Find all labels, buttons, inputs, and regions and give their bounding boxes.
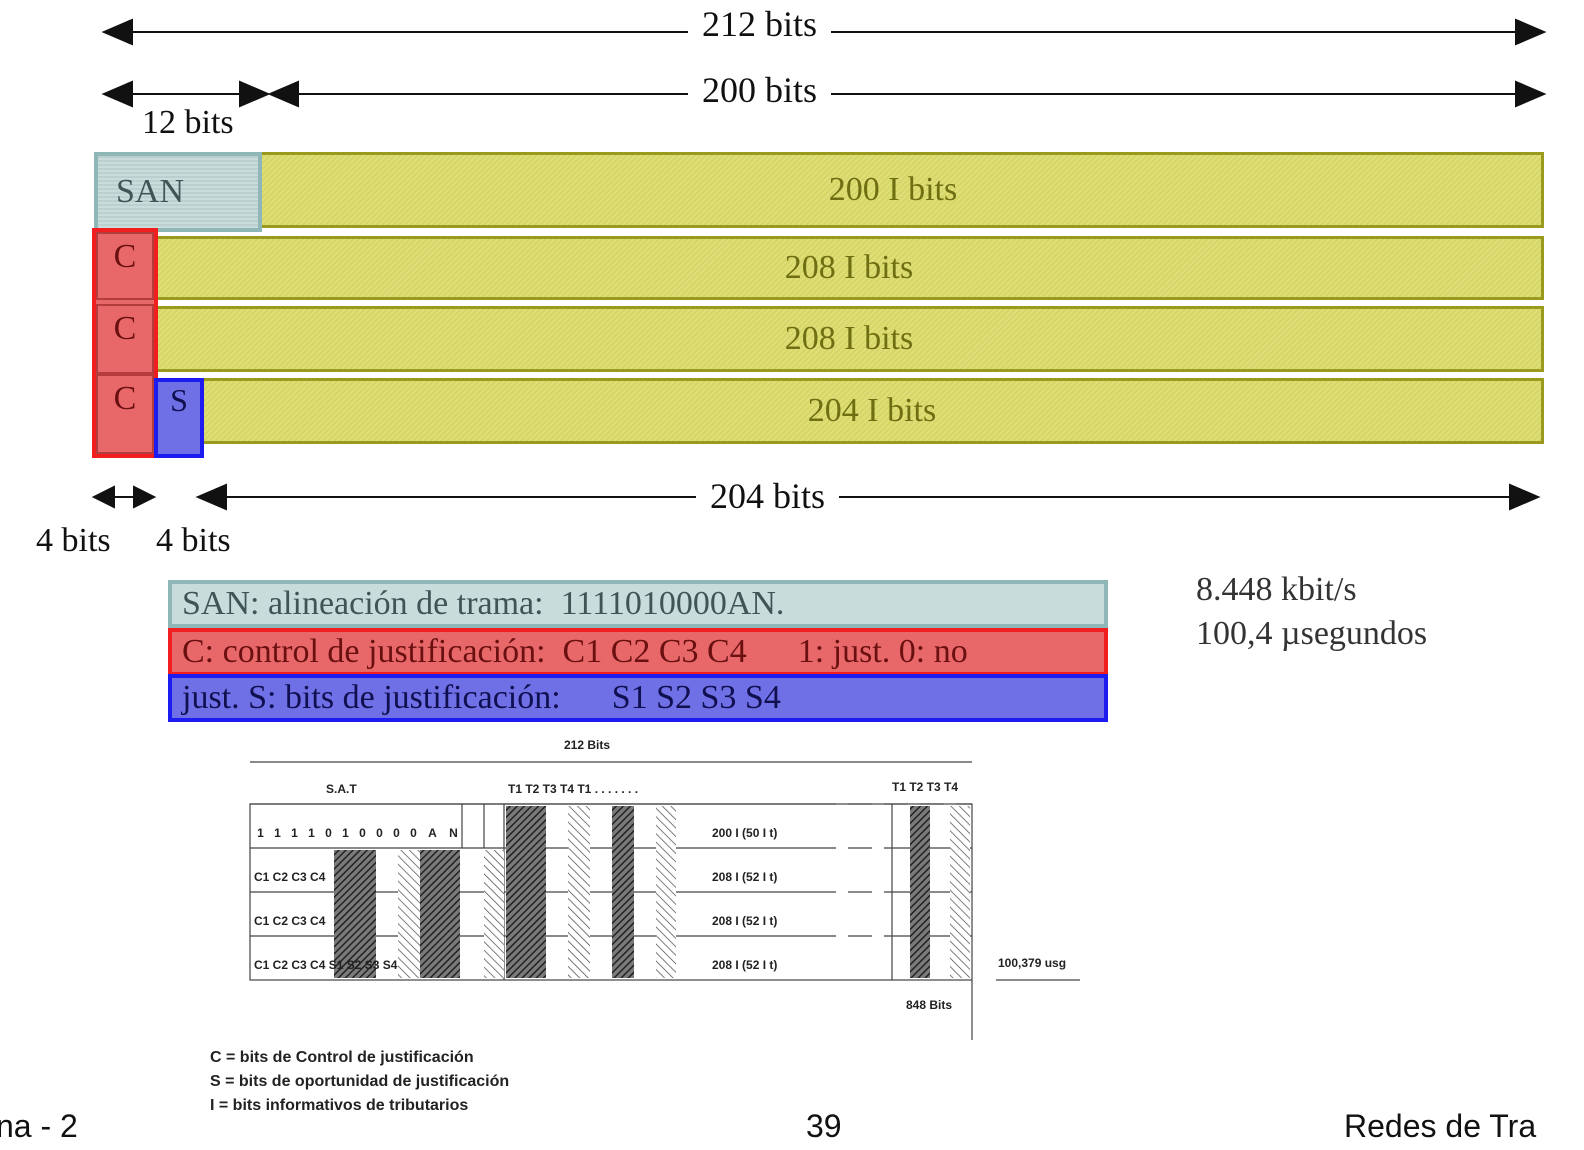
legend-s: just. S: bits de justificación: S1 S2 S3… [168, 674, 1108, 722]
s-label: S [170, 382, 188, 418]
bit-12: N [449, 826, 458, 840]
scan-row1-bits: 1 1 1 1 0 1 0 0 0 0 A N [252, 826, 504, 840]
c-row4-label: C [113, 380, 137, 417]
legend-san-text: SAN: alineación de trama: 1111010000AN. [182, 585, 785, 622]
c-cell-row2: C [96, 232, 154, 300]
bit-11: A [428, 826, 437, 840]
info-row1-label: 200 I bits [828, 171, 958, 208]
info-row4-label: 204 I bits [807, 392, 937, 429]
key-i: I = bits informativos de tributarios [210, 1097, 469, 1114]
s-cell: S [154, 378, 204, 458]
bit-4: 1 [308, 826, 315, 840]
bitrate-text: 8.448 kbit/s [1196, 571, 1357, 608]
bit-6: 1 [342, 826, 349, 840]
bit-1: 1 [257, 826, 264, 840]
c-cell-row3: C [96, 304, 154, 374]
key-c: C = bits de Control de justificación [210, 1049, 474, 1066]
duration-text: 100,4 µsegundos [1196, 615, 1428, 652]
legend-c-text: C: control de justificación: C1 C2 C3 C4… [182, 633, 968, 670]
san-label: SAN [116, 173, 185, 210]
scan-tribs-left: T1 T2 T3 T4 T1 . . . . . . . [508, 782, 639, 796]
dim-payload-label: 200 bits [688, 70, 832, 110]
dim-header-label: 12 bits [142, 104, 234, 141]
legend-san: SAN: alineación de trama: 1111010000AN. [168, 580, 1108, 628]
footer-left: na - 2 [0, 1108, 78, 1144]
scan-bits-total: 848 Bits [906, 998, 953, 1012]
info-block-row3: 208 I bits [154, 306, 1544, 372]
bit-7: 0 [359, 826, 366, 840]
bit-3: 1 [291, 826, 298, 840]
info-block-row4: 204 I bits [200, 378, 1544, 444]
scan-tribs-right: T1 T2 T3 T4 [892, 780, 959, 794]
dim-total-label: 212 bits [688, 4, 832, 44]
key-s: S = bits de oportunidad de justificación [210, 1073, 510, 1090]
bit-5: 0 [325, 826, 332, 840]
info-row3-label: 208 I bits [784, 320, 914, 357]
bit-9: 0 [393, 826, 400, 840]
dim-bottom-total-label: 204 bits [696, 476, 840, 516]
scan-row3-c: C1 C2 C3 C4 [254, 914, 326, 928]
dim-s-width-label: 4 bits [156, 522, 231, 559]
scan-key: C = bits de Control de justificación S =… [210, 1046, 509, 1118]
scan-row1-info: 200 I (50 I t) [712, 826, 778, 840]
footer-page-number: 39 [806, 1108, 842, 1144]
c-row2-label: C [113, 238, 137, 275]
scan-row3-info: 208 I (52 I t) [712, 914, 778, 928]
c-cell-row4: C [96, 374, 154, 454]
scan-row4-info: 208 I (52 I t) [712, 958, 778, 972]
bit-10: 0 [410, 826, 417, 840]
scan-time: 100,379 usg [998, 956, 1067, 970]
c-row3-label: C [113, 310, 137, 347]
scan-sat-label: S.A.T [326, 782, 357, 796]
legend-c: C: control de justificación: C1 C2 C3 C4… [168, 628, 1108, 676]
dimension-arrows [91, 18, 1547, 511]
legend-s-text: just. S: bits de justificación: S1 S2 S3… [182, 679, 781, 716]
info-block-row2: 208 I bits [154, 236, 1544, 300]
scan-row2-c: C1 C2 C3 C4 [254, 870, 326, 884]
dim-c-width-label: 4 bits [36, 522, 111, 559]
info-block-row1: 200 I bits [258, 152, 1544, 228]
scan-row4-cs: C1 C2 C3 C4 S1 S2 S3 S4 [254, 958, 398, 972]
scan-row2-info: 208 I (52 I t) [712, 870, 778, 884]
footer-right: Redes de Tra [1344, 1108, 1537, 1144]
bit-8: 0 [376, 826, 383, 840]
scan-top-label: 212 Bits [564, 738, 611, 752]
rate-info: 8.448 kbit/s 100,4 µsegundos [1196, 568, 1427, 656]
info-row2-label: 208 I bits [784, 249, 914, 286]
san-block: SAN [94, 152, 262, 232]
bit-2: 1 [274, 826, 281, 840]
